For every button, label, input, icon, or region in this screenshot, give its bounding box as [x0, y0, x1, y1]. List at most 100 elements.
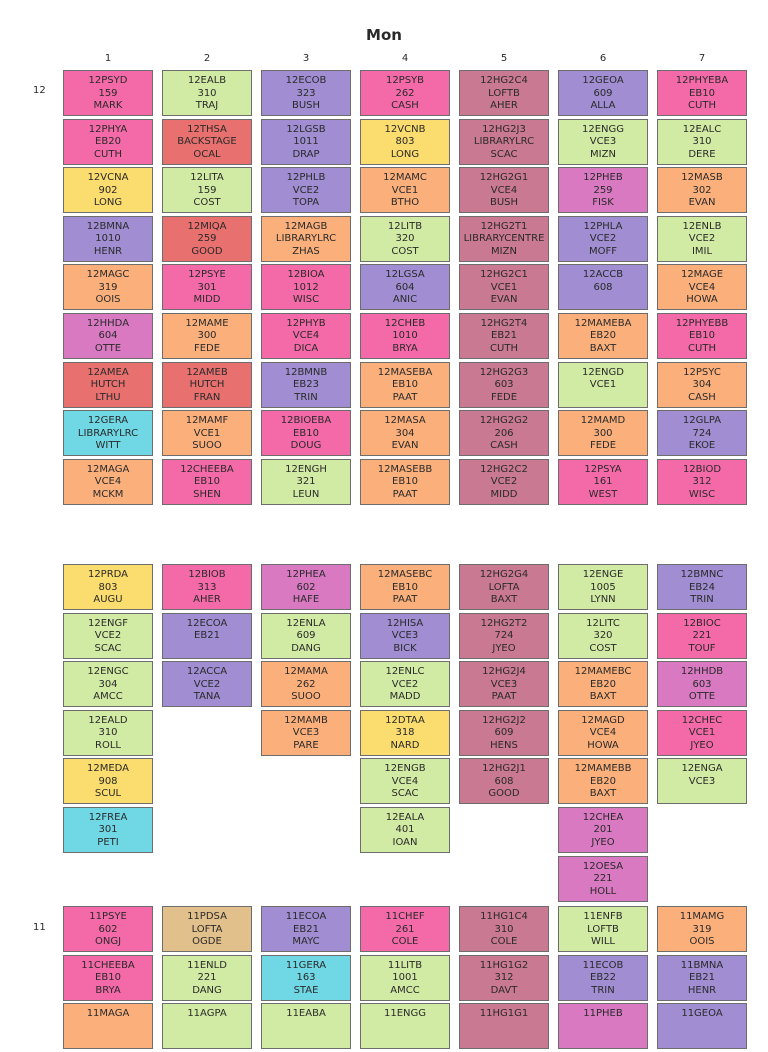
class-block[interactable]: 11HG1G1	[459, 1003, 549, 1050]
class-block[interactable]: 12HHDA 604 OTTE	[63, 312, 153, 359]
class-block[interactable]: 12HG2G1 VCE4 BUSH	[459, 167, 549, 214]
class-block[interactable]: 12MASA 304 EVAN	[360, 410, 450, 457]
class-block[interactable]: 12HG2J3 LIBRARYLRC SCAC	[459, 118, 549, 165]
class-block[interactable]: 12MAMA 262 SUOO	[261, 661, 351, 708]
class-block[interactable]: 12MAGE VCE4 HOWA	[657, 264, 747, 311]
class-block[interactable]: 12PSYA 161 WEST	[558, 458, 648, 505]
class-block[interactable]: 12ENLC VCE2 MADD	[360, 661, 450, 708]
class-block[interactable]: 12MASEBC EB10 PAAT	[360, 564, 450, 610]
class-block[interactable]: 12HHDB 603 OTTE	[657, 661, 747, 708]
class-block[interactable]: 11EABA	[261, 1003, 351, 1050]
class-block[interactable]: 12ACCA VCE2 TANA	[162, 661, 252, 708]
class-block[interactable]: 11ENFB LOFTB WILL	[558, 906, 648, 952]
class-block[interactable]: 12MIQA 259 GOOD	[162, 215, 252, 262]
class-block[interactable]: 12PSYE 301 MIDD	[162, 264, 252, 311]
class-block[interactable]: 11LITB 1001 AMCC	[360, 954, 450, 1001]
class-block[interactable]: 12ENLB VCE2 IMIL	[657, 215, 747, 262]
class-block[interactable]: 12LITA 159 COST	[162, 167, 252, 214]
class-block[interactable]: 12HG2J1 608 GOOD	[459, 758, 549, 805]
class-block[interactable]: 12CHEC VCE1 JYEO	[657, 709, 747, 756]
class-block[interactable]: 12MAMB VCE3 PARE	[261, 709, 351, 756]
class-block[interactable]: 12MAGC 319 OOIS	[63, 264, 153, 311]
class-block[interactable]: 12CHEEBA EB10 SHEN	[162, 458, 252, 505]
class-block[interactable]: 11HG1C4 310 COLE	[459, 906, 549, 952]
class-block[interactable]: 12LITC 320 COST	[558, 612, 648, 659]
class-block[interactable]: 12BIOB 313 AHER	[162, 564, 252, 610]
class-block[interactable]: 11PSYE 602 ONGJ	[63, 906, 153, 952]
class-block[interactable]: 12MAGD VCE4 HOWA	[558, 709, 648, 756]
class-block[interactable]: 12PHLA VCE2 MOFF	[558, 215, 648, 262]
class-block[interactable]: 12ECOA EB21	[162, 612, 252, 659]
class-block[interactable]: 12VCNB 803 LONG	[360, 118, 450, 165]
class-block[interactable]: 12CHEB 1010 BRYA	[360, 312, 450, 359]
class-block[interactable]: 12PSYB 262 CASH	[360, 70, 450, 116]
class-block[interactable]: 11PDSA LOFTA OGDE	[162, 906, 252, 952]
class-block[interactable]: 12BIOD 312 WISC	[657, 458, 747, 505]
class-block[interactable]: 12BIOEBA EB10 DOUG	[261, 410, 351, 457]
class-block[interactable]: 12PRDA 803 AUGU	[63, 564, 153, 610]
class-block[interactable]: 12ENGF VCE2 SCAC	[63, 612, 153, 659]
class-block[interactable]: 12HG2C1 VCE1 EVAN	[459, 264, 549, 311]
class-block[interactable]: 12PHEA 602 HAFE	[261, 564, 351, 610]
class-block[interactable]: 12HG2G4 LOFTA BAXT	[459, 564, 549, 610]
class-block[interactable]: 12PHYA EB20 CUTH	[63, 118, 153, 165]
class-block[interactable]: 12GEOA 609 ALLA	[558, 70, 648, 116]
class-block[interactable]: 11GERA 163 STAE	[261, 954, 351, 1001]
class-block[interactable]: 12ENGG VCE3 MIZN	[558, 118, 648, 165]
class-block[interactable]: 12BMNB EB23 TRIN	[261, 361, 351, 408]
class-block[interactable]: 12HG2J2 609 HENS	[459, 709, 549, 756]
class-block[interactable]: 12PHLB VCE2 TOPA	[261, 167, 351, 214]
class-block[interactable]: 11GEOA	[657, 1003, 747, 1050]
class-block[interactable]: 12HG2C4 LOFTB AHER	[459, 70, 549, 116]
class-block[interactable]: 11AGPA	[162, 1003, 252, 1050]
class-block[interactable]: 12EALC 310 DERE	[657, 118, 747, 165]
class-block[interactable]: 12PHEB 259 FISK	[558, 167, 648, 214]
class-block[interactable]: 11CHEEBA EB10 BRYA	[63, 954, 153, 1001]
class-block[interactable]: 12MAMC VCE1 BTHO	[360, 167, 450, 214]
class-block[interactable]: 11ECOB EB22 TRIN	[558, 954, 648, 1001]
class-block[interactable]: 12PSYC 304 CASH	[657, 361, 747, 408]
class-block[interactable]: 12LGSA 604 ANIC	[360, 264, 450, 311]
class-block[interactable]: 12PSYD 159 MARK	[63, 70, 153, 116]
class-block[interactable]: 12CHEA 201 JYEO	[558, 806, 648, 853]
class-block[interactable]: 12THSA BACKSTAGE OCAL	[162, 118, 252, 165]
class-block[interactable]: 12HG2T1 LIBRARYCENTRE MIZN	[459, 215, 549, 262]
class-block[interactable]: 12ENGE 1005 LYNN	[558, 564, 648, 610]
class-block[interactable]: 12AMEA HUTCH LTHU	[63, 361, 153, 408]
class-block[interactable]: 12ENGA VCE3	[657, 758, 747, 805]
class-block[interactable]: 12BIOC 221 TOUF	[657, 612, 747, 659]
class-block[interactable]: 12MAMD 300 FEDE	[558, 410, 648, 457]
class-block[interactable]: 12HG2J4 VCE3 PAAT	[459, 661, 549, 708]
class-block[interactable]: 12MASEBB EB10 PAAT	[360, 458, 450, 505]
class-block[interactable]: 12ENGD VCE1	[558, 361, 648, 408]
class-block[interactable]: 12EALD 310 ROLL	[63, 709, 153, 756]
class-block[interactable]: 12ENGC 304 AMCC	[63, 661, 153, 708]
class-block[interactable]: 12MAMEBA EB20 BAXT	[558, 312, 648, 359]
class-block[interactable]: 12BMNA 1010 HENR	[63, 215, 153, 262]
class-block[interactable]: 12VCNA 902 LONG	[63, 167, 153, 214]
class-block[interactable]: 12ENGH 321 LEUN	[261, 458, 351, 505]
class-block[interactable]: 12DTAA 318 NARD	[360, 709, 450, 756]
class-block[interactable]: 12BIOA 1012 WISC	[261, 264, 351, 311]
class-block[interactable]: 12EALB 310 TRAJ	[162, 70, 252, 116]
class-block[interactable]: 12MAMF VCE1 SUOO	[162, 410, 252, 457]
class-block[interactable]: 12HG2G3 603 FEDE	[459, 361, 549, 408]
class-block[interactable]: 12MEDA 908 SCUL	[63, 758, 153, 805]
class-block[interactable]: 12BMNC EB24 TRIN	[657, 564, 747, 610]
class-block[interactable]: 11MAMG 319 OOIS	[657, 906, 747, 952]
class-block[interactable]: 12ACCB 608	[558, 264, 648, 311]
class-block[interactable]: 12LITB 320 COST	[360, 215, 450, 262]
class-block[interactable]: 12MAGB LIBRARYLRC ZHAS	[261, 215, 351, 262]
class-block[interactable]: 12FREA 301 PETI	[63, 806, 153, 853]
class-block[interactable]: 12HG2T4 EB21 CUTH	[459, 312, 549, 359]
class-block[interactable]: 11ENGG	[360, 1003, 450, 1050]
class-block[interactable]: 12MASB 302 EVAN	[657, 167, 747, 214]
class-block[interactable]: 12MASEBA EB10 PAAT	[360, 361, 450, 408]
class-block[interactable]: 12HG2G2 206 CASH	[459, 410, 549, 457]
class-block[interactable]: 12MAGA VCE4 MCKM	[63, 458, 153, 505]
class-block[interactable]: 12ENLA 609 DANG	[261, 612, 351, 659]
class-block[interactable]: 12ENGB VCE4 SCAC	[360, 758, 450, 805]
class-block[interactable]: 12GLPA 724 EKOE	[657, 410, 747, 457]
class-block[interactable]: 12HISA VCE3 BICK	[360, 612, 450, 659]
class-block[interactable]: 12EALA 401 IOAN	[360, 806, 450, 853]
